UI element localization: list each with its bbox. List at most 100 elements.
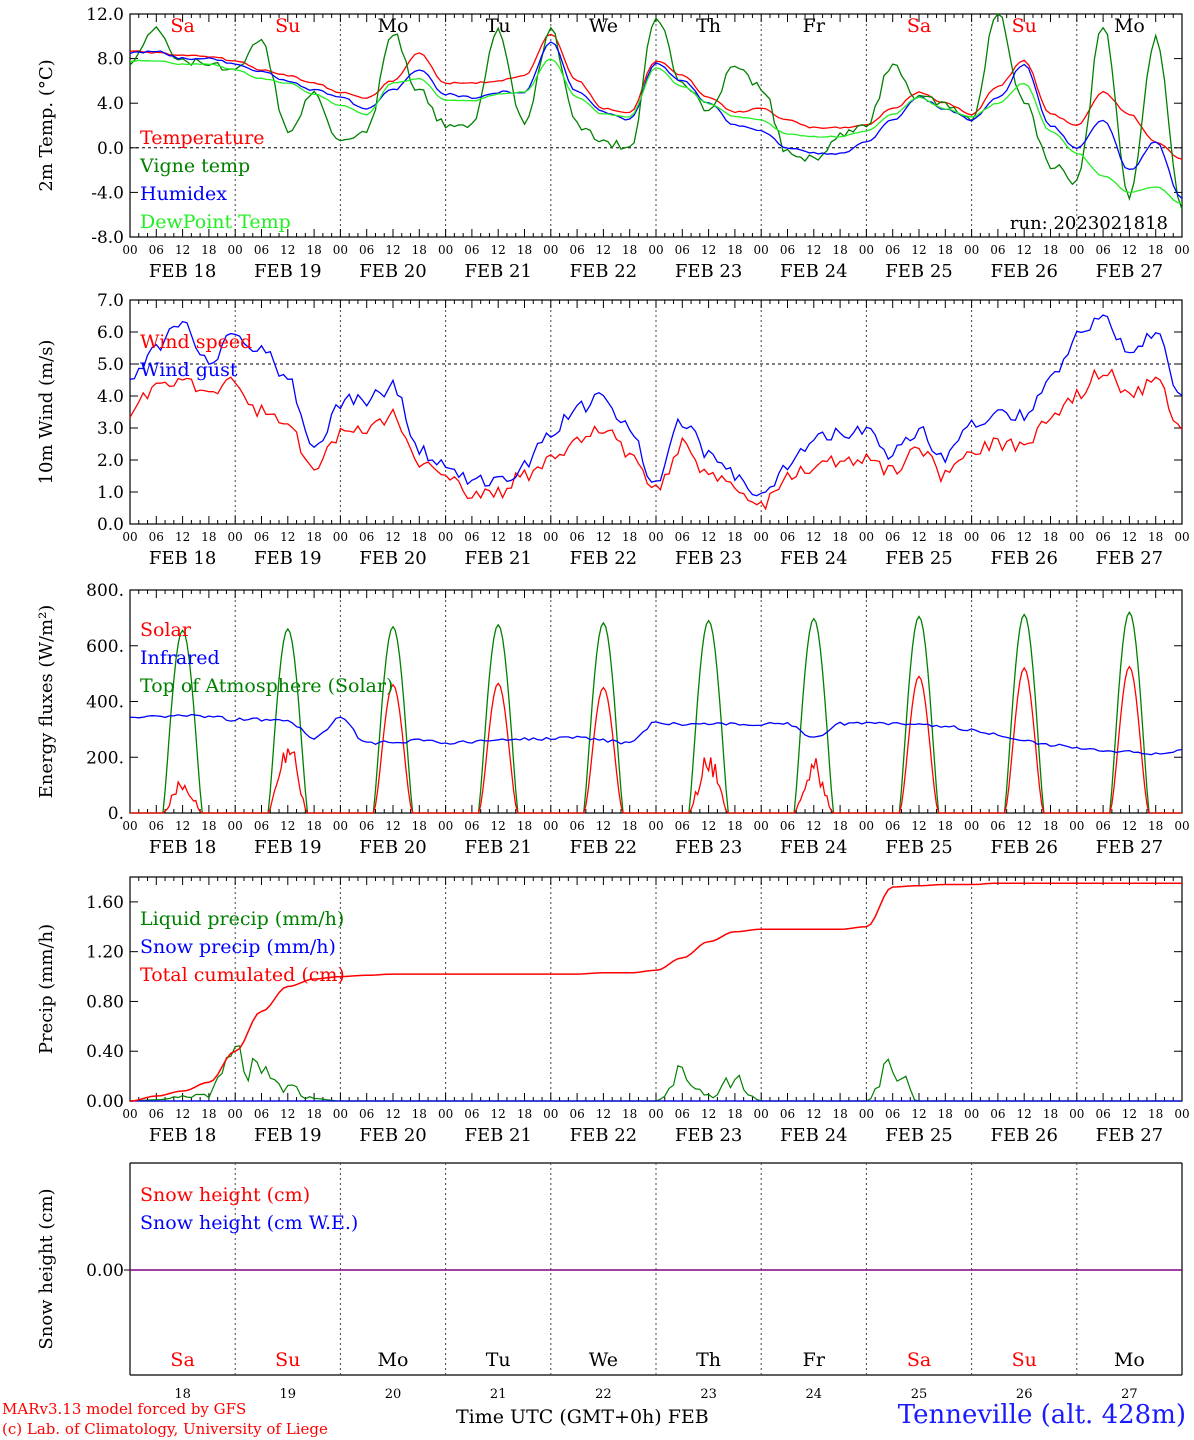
hour-tick-label: 00 xyxy=(228,243,243,257)
hour-tick-label: 06 xyxy=(990,243,1005,257)
date-label: FEB 23 xyxy=(675,261,742,282)
weekday-label: Th xyxy=(696,1349,721,1371)
date-label: FEB 20 xyxy=(359,261,426,282)
hour-tick-label: 18 xyxy=(306,819,321,833)
weekday-label: Su xyxy=(275,15,300,37)
hour-tick-label: 06 xyxy=(359,243,374,257)
hour-tick-label: 12 xyxy=(1122,1107,1137,1121)
hour-tick-label: 12 xyxy=(701,530,716,544)
y-tick-label: 0. xyxy=(108,804,124,824)
hour-tick-label: 12 xyxy=(806,1107,821,1121)
date-label: FEB 21 xyxy=(464,548,531,569)
weekday-label: Sa xyxy=(170,15,194,37)
hour-tick-label: 00 xyxy=(122,243,137,257)
hour-tick-label: 06 xyxy=(254,819,269,833)
credit-model: MARv3.13 model forced by GFS xyxy=(2,1400,247,1418)
date-label: FEB 23 xyxy=(675,1125,742,1146)
hour-tick-label: 12 xyxy=(1122,819,1137,833)
date-label: FEB 20 xyxy=(359,548,426,569)
hour-tick-label: 00 xyxy=(333,1107,348,1121)
hour-tick-label: 12 xyxy=(1017,1107,1032,1121)
hour-tick-label: 18 xyxy=(517,819,532,833)
hour-tick-label: 00 xyxy=(438,243,453,257)
weekday-label: Mo xyxy=(378,15,409,37)
hour-tick-label: 06 xyxy=(1095,1107,1110,1121)
date-label: FEB 22 xyxy=(570,261,637,282)
hour-tick-label: 06 xyxy=(885,530,900,544)
hour-tick-label: 06 xyxy=(464,819,479,833)
hour-tick-label: 00 xyxy=(228,530,243,544)
hour-tick-label: 12 xyxy=(280,1107,295,1121)
y-tick-label: 200. xyxy=(86,748,124,768)
legend-dewpoint-temp: DewPoint Temp xyxy=(140,211,291,233)
date-label: FEB 20 xyxy=(359,837,426,858)
weekday-label: Mo xyxy=(1114,1349,1145,1371)
legend-liquid-precip-mm-h-: Liquid precip (mm/h) xyxy=(140,908,344,930)
hour-tick-label: 00 xyxy=(859,243,874,257)
hour-tick-label: 18 xyxy=(727,243,742,257)
y-tick-label: 5.0 xyxy=(97,355,124,375)
day-number: 23 xyxy=(700,1387,717,1402)
y-tick-label: 400. xyxy=(86,693,124,713)
legend-snow-height-cm-: Snow height (cm) xyxy=(140,1184,310,1206)
hour-tick-label: 18 xyxy=(412,1107,427,1121)
panel-3: 00 06 12 18 00 06 12 18 00 06 12 18 00 06 12 18 00 06 12 18… xyxy=(36,581,1190,858)
hour-tick-label: 00 xyxy=(648,243,663,257)
hour-tick-label: 18 xyxy=(1043,530,1058,544)
hour-tick-label: 12 xyxy=(1017,243,1032,257)
hour-tick-label: 18 xyxy=(201,1107,216,1121)
legend-humidex: Humidex xyxy=(140,183,227,205)
hour-tick-label: 18 xyxy=(1043,819,1058,833)
weekday-label: Su xyxy=(1012,15,1037,37)
hour-tick-label: 00 xyxy=(122,819,137,833)
date-label: FEB 21 xyxy=(464,261,531,282)
y-tick-label: 0.40 xyxy=(86,1042,124,1062)
weekday-label: Tu xyxy=(486,15,511,37)
y-tick-label: 4.0 xyxy=(97,94,124,114)
hour-tick-label: 12 xyxy=(491,1107,506,1121)
date-label: FEB 26 xyxy=(990,837,1057,858)
legend-total-cumulated-cm-: Total cumulated (cm) xyxy=(140,964,345,986)
hour-tick-label: 00 xyxy=(1069,1107,1084,1121)
hour-tick-label: 00 xyxy=(1069,530,1084,544)
series-dewpoint-temp xyxy=(129,58,1183,204)
hour-tick-label: 06 xyxy=(1095,819,1110,833)
date-label: FEB 23 xyxy=(675,837,742,858)
hour-tick-label: 06 xyxy=(675,819,690,833)
y-tick-label: 1.20 xyxy=(86,943,124,963)
hour-tick-label: 00 xyxy=(438,819,453,833)
hour-tick-label: 00 xyxy=(228,1107,243,1121)
date-label: FEB 18 xyxy=(149,548,216,569)
hour-tick-label: 18 xyxy=(832,1107,847,1121)
hour-tick-label: 12 xyxy=(806,530,821,544)
hour-tick-label: 18 xyxy=(306,243,321,257)
hour-tick-label: 00 xyxy=(438,1107,453,1121)
hour-tick-label: 00 xyxy=(333,243,348,257)
y-tick-label: 7.0 xyxy=(97,291,124,311)
hour-tick-label: 12 xyxy=(1122,530,1137,544)
day-number: 18 xyxy=(174,1387,191,1402)
weekday-label: Mo xyxy=(1114,15,1145,37)
day-number: 27 xyxy=(1121,1387,1138,1402)
hour-tick-label: 12 xyxy=(1122,243,1137,257)
hour-tick-label: 06 xyxy=(780,1107,795,1121)
y-tick-label: 0.80 xyxy=(86,992,124,1012)
hour-tick-label: 06 xyxy=(990,819,1005,833)
hour-tick-label: 00 xyxy=(438,530,453,544)
date-label: FEB 19 xyxy=(254,261,321,282)
hour-tick-label: 18 xyxy=(1148,819,1163,833)
hour-tick-label: 00 xyxy=(1069,243,1084,257)
date-label: FEB 24 xyxy=(780,837,847,858)
hour-tick-label: 18 xyxy=(201,819,216,833)
hour-tick-label: 06 xyxy=(1095,530,1110,544)
hour-tick-label: 06 xyxy=(990,530,1005,544)
credit-lab: (c) Lab. of Climatology, University of L… xyxy=(2,1420,328,1438)
series-wind-speed xyxy=(129,368,1183,511)
hour-tick-label: 06 xyxy=(254,243,269,257)
hour-tick-label: 12 xyxy=(596,819,611,833)
series-humidex xyxy=(129,41,1183,199)
date-label: FEB 22 xyxy=(570,837,637,858)
hour-tick-label: 00 xyxy=(859,819,874,833)
hour-tick-label: 00 xyxy=(1174,1107,1189,1121)
